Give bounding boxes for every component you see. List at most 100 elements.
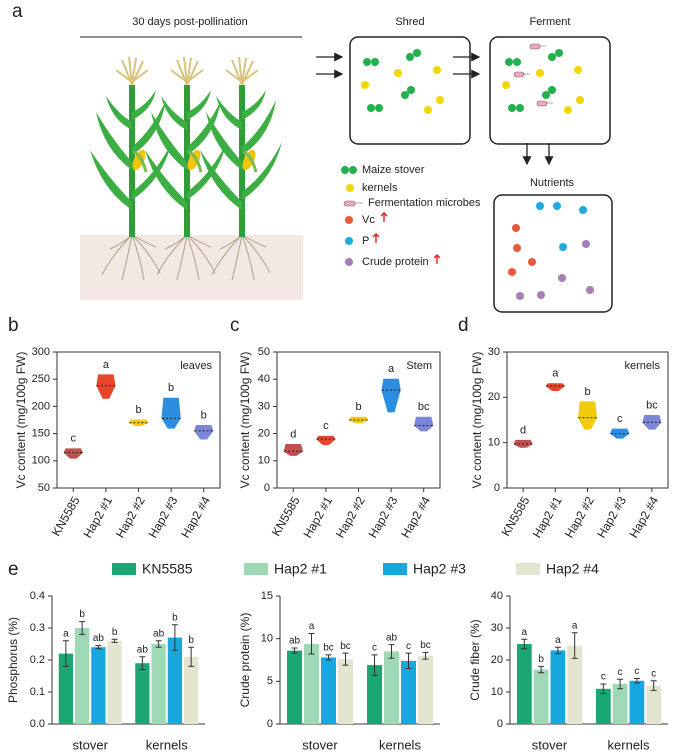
error-bar [388,644,395,659]
x-tick-label: Hap2 #2 [333,494,368,541]
y-tick-label: 0.4 [30,590,45,602]
significance-letter: ab [93,633,105,644]
violin [96,374,116,399]
bar [321,657,336,724]
ferment-box [489,36,611,145]
significance-letter: bc [646,399,658,411]
y-tick-label: 30 [491,622,503,634]
x-tick-label: kernels [146,737,188,752]
y-tick-label: 0 [264,482,270,494]
significance-letter: b [172,612,178,623]
legend-swatch [516,563,540,575]
x-tick-label: KN5585 [499,494,533,539]
legend-label: kernels [362,182,398,194]
y-tick-label: 300 [32,346,50,358]
violin [283,443,304,456]
x-tick-label: Hap2 #3 [366,494,401,541]
y-tick-label: 5 [267,675,273,687]
bar [550,650,566,724]
y-tick-label: 10 [488,437,500,449]
y-axis-label: Vc content (mg/100g FW) [14,352,28,489]
y-axis-label: Crude protein (%) [238,613,252,708]
y-tick-label: 0 [497,718,503,730]
legend-swatch [112,563,136,575]
x-tick-label: Hap2 #4 [398,494,433,541]
bar [533,669,549,724]
bar [58,653,73,724]
significance-letter: a [63,628,69,639]
axes [509,596,668,725]
error-bar [79,621,86,635]
y-tick-label: 10 [258,455,270,467]
error-bar [617,678,624,690]
significance-letter: c [372,643,377,654]
bar [74,628,90,724]
error-bar [155,640,162,648]
significance-letter: b [135,404,141,416]
bar [151,644,166,724]
bar [401,660,416,724]
significance-letter: b [584,386,590,398]
arrows [316,52,554,166]
y-tick-label: 20 [491,654,503,666]
significance-letter: a [388,363,395,375]
y-axis-label: Vc content (mg/100g FW) [470,352,484,489]
bar [287,650,302,724]
x-tick-label: kernels [379,737,421,752]
bar [135,663,150,724]
significance-letter: c [601,672,606,683]
x-tick-label: stover [302,737,338,752]
significance-letter: c [71,433,77,445]
significance-letter: a [552,368,559,380]
box-icons [341,43,594,300]
y-tick-label: 50 [38,482,50,494]
bar [612,684,628,724]
x-tick-label: Hap2 #2 [113,494,148,541]
significance-letter: b [79,609,85,620]
significance-letter: c [323,420,329,432]
significance-letter: b [201,409,207,421]
step-label: Ferment [530,16,571,28]
significance-letter: b [538,654,544,665]
legend-label: KN5585 [142,561,193,577]
violin [577,401,598,430]
annotation: kernels [625,360,661,372]
bar [629,680,645,724]
significance-letter: bc [340,641,351,652]
y-tick-label: 250 [32,373,50,385]
significance-letter: bc [418,401,430,413]
x-tick-label: Hap2 #1 [300,494,335,541]
x-tick-label: Hap2 #4 [626,494,661,541]
legend-label: Hap2 #4 [546,561,599,577]
nutrients-box [493,194,613,313]
axes [51,596,205,725]
bar [367,665,382,724]
annotation: Stem [406,360,432,372]
y-tick-label: 20 [488,391,500,403]
y-tick-label: 40 [491,590,503,602]
significance-letter: b [355,401,361,413]
legend-swatch [383,563,407,575]
panel-label: b [8,315,19,336]
bar [167,637,183,724]
y-tick-label: 200 [32,400,50,412]
significance-letter: c [651,668,656,679]
error-bar [633,678,640,684]
y-tick-label: 30 [488,346,500,358]
x-tick-label: Hap2 #2 [562,494,597,541]
y-tick-label: 20 [258,428,270,440]
violin [381,378,401,413]
x-tick-label: Hap2 #3 [146,494,181,541]
significance-letter: b [168,382,174,394]
bar [384,651,399,724]
significance-letter: a [103,359,110,371]
error-bar [371,654,378,676]
bar [567,645,583,724]
y-tick-label: 40 [258,373,270,385]
bar [107,640,122,724]
x-tick-label: Hap2 #1 [80,494,115,541]
error-bar [62,640,69,667]
y-tick-label: 0.0 [30,718,45,730]
error-bar [325,654,332,661]
